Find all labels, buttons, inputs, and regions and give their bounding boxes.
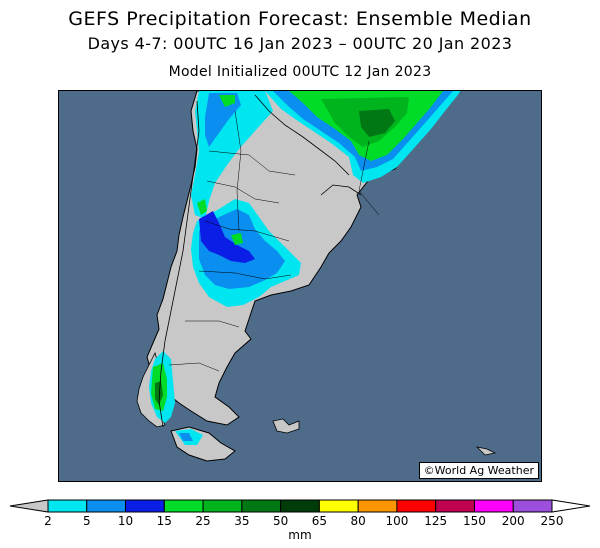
province-line-3 [204, 220, 290, 242]
map-subtitle: Days 4-7: 00UTC 16 Jan 2023 – 00UTC 20 J… [87, 34, 513, 53]
legend-tick-label: 25 [195, 514, 211, 528]
province-line-8 [358, 140, 380, 216]
legend-swatch [435, 499, 475, 513]
legend-swatch [47, 499, 88, 513]
legend-swatch [473, 499, 514, 513]
precipitation-map: ©World Ag Weather [58, 90, 542, 482]
border-uruguay [320, 184, 362, 196]
province-line-7 [234, 110, 242, 232]
legend-tick-label: 125 [424, 514, 448, 528]
province-line-1 [208, 150, 296, 176]
legend-tick-label: 100 [385, 514, 409, 528]
precip-green-north [219, 95, 235, 107]
border-argentina-north [254, 94, 350, 176]
legend-tick-label: 10 [117, 514, 134, 528]
province-borders [168, 110, 380, 372]
legend-swatch [318, 499, 359, 513]
precip-darkgreen-east [359, 109, 395, 137]
land-falklands [272, 418, 300, 434]
province-line-5 [185, 320, 240, 328]
province-line-2 [206, 180, 280, 204]
precip-darkblue-central [199, 211, 255, 263]
legend-tick-label: 5 [82, 514, 91, 528]
credit-label: ©World Ag Weather [418, 462, 539, 479]
precip-green-central [231, 233, 243, 245]
legend-swatch [125, 499, 165, 513]
legend-tick-label: 80 [350, 514, 366, 528]
province-line-6 [168, 362, 220, 372]
land-mainland [146, 91, 462, 426]
legend-tick-label: 2 [44, 514, 52, 528]
precip-darkgreen-south [155, 381, 163, 405]
legend-tick-label: 15 [156, 514, 172, 528]
legend-swatch [396, 499, 437, 513]
legend-swatch [163, 499, 204, 513]
legend-swatch [241, 499, 282, 513]
legend-tick-label: 200 [501, 514, 525, 528]
legend-tick-label: 35 [234, 514, 250, 528]
legend-tick-label: 65 [311, 514, 328, 528]
legend-swatch [280, 499, 320, 513]
model-init-line: Model Initialized 00UTC 12 Jan 2023 [168, 64, 432, 80]
map-canvas [59, 91, 541, 481]
legend-arrow-low [9, 499, 49, 513]
legend-swatch [202, 499, 243, 513]
legend-tick-label: 150 [463, 514, 486, 528]
legend-tick-label: 50 [272, 514, 289, 528]
precip-blue-north [205, 93, 241, 147]
legend-boxes [9, 499, 591, 513]
legend-swatch [512, 499, 553, 513]
precip-green-west [197, 199, 207, 215]
precip-blue-fuego [179, 433, 193, 441]
border-andes [158, 100, 200, 428]
legend-tick-label: 250 [540, 514, 564, 528]
legend-unit: mm [288, 528, 312, 542]
legend-swatch [357, 499, 398, 513]
legend-arrow-high [551, 499, 591, 513]
province-line-4 [198, 270, 292, 280]
country-borders [158, 94, 362, 428]
map-title: GEFS Precipitation Forecast: Ensemble Me… [68, 8, 532, 30]
color-legend [9, 499, 591, 513]
legend-swatch [86, 499, 127, 513]
land-south-georgia [475, 446, 497, 456]
